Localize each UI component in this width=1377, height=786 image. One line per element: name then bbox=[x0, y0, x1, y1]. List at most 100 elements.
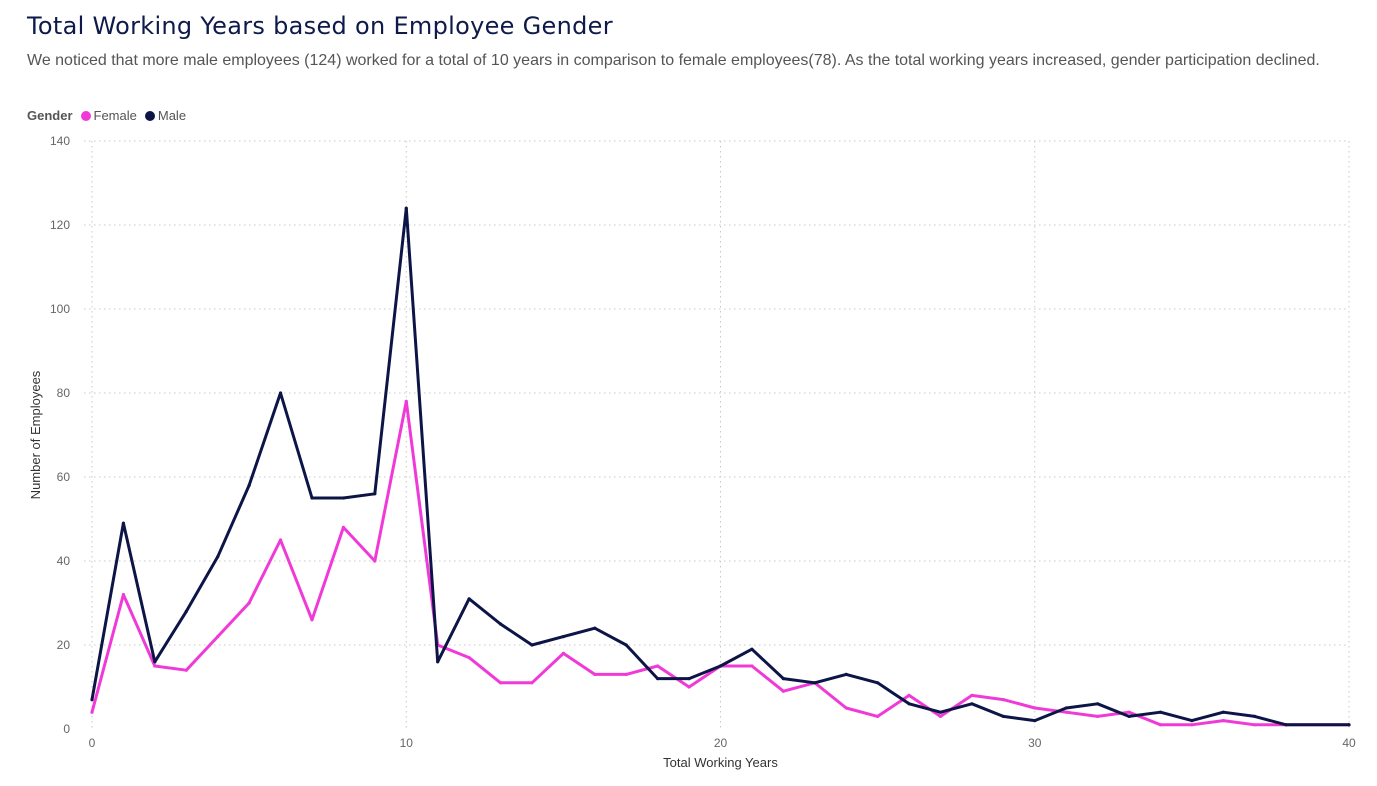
data-point-male[interactable] bbox=[781, 677, 785, 681]
data-point-male[interactable] bbox=[1221, 710, 1225, 714]
data-point-male[interactable] bbox=[341, 496, 345, 500]
data-point-male[interactable] bbox=[876, 681, 880, 685]
data-point-female[interactable] bbox=[247, 601, 251, 605]
legend-title: Gender bbox=[27, 108, 73, 123]
data-point-female[interactable] bbox=[1253, 723, 1257, 727]
data-point-male[interactable] bbox=[561, 635, 565, 639]
data-point-female[interactable] bbox=[781, 689, 785, 693]
data-point-male[interactable] bbox=[90, 698, 94, 702]
data-point-male[interactable] bbox=[498, 622, 503, 626]
data-point-female[interactable] bbox=[561, 651, 565, 656]
data-point-male[interactable] bbox=[750, 647, 754, 651]
data-point-male[interactable] bbox=[404, 206, 408, 210]
data-point-male[interactable] bbox=[907, 702, 911, 706]
y-tick-label: 40 bbox=[57, 554, 71, 568]
data-point-female[interactable] bbox=[1064, 710, 1068, 714]
data-point-male[interactable] bbox=[1033, 719, 1037, 723]
data-point-male[interactable] bbox=[844, 672, 848, 677]
data-point-female[interactable] bbox=[1001, 698, 1005, 702]
data-point-female[interactable] bbox=[1221, 719, 1225, 723]
data-point-female[interactable] bbox=[624, 672, 628, 677]
data-point-male[interactable] bbox=[467, 597, 471, 601]
data-point-male[interactable] bbox=[1064, 706, 1068, 710]
data-point-male[interactable] bbox=[656, 677, 660, 681]
data-point-male[interactable] bbox=[1127, 714, 1131, 719]
data-point-female[interactable] bbox=[1096, 714, 1100, 719]
x-tick-label: 30 bbox=[1028, 736, 1042, 750]
data-point-female[interactable] bbox=[153, 664, 157, 668]
data-point-female[interactable] bbox=[90, 710, 94, 714]
data-point-male[interactable] bbox=[436, 660, 440, 664]
data-point-female[interactable] bbox=[687, 685, 691, 689]
y-tick-label: 100 bbox=[50, 302, 70, 316]
x-tick-label: 10 bbox=[400, 736, 414, 750]
x-tick-label: 0 bbox=[89, 736, 96, 750]
data-point-female[interactable] bbox=[467, 656, 471, 660]
data-point-male[interactable] bbox=[1001, 714, 1005, 719]
legend-item-female[interactable]: Female bbox=[80, 108, 137, 123]
legend-item-male[interactable]: Male bbox=[144, 108, 186, 123]
data-point-female[interactable] bbox=[184, 668, 188, 672]
data-point-male[interactable] bbox=[530, 643, 534, 647]
data-point-female[interactable] bbox=[373, 559, 377, 563]
data-point-female[interactable] bbox=[404, 399, 408, 403]
data-point-male[interactable] bbox=[153, 660, 157, 664]
data-point-female[interactable] bbox=[593, 672, 597, 677]
data-point-female[interactable] bbox=[938, 714, 943, 719]
data-point-male[interactable] bbox=[1190, 719, 1194, 723]
chart-title: Total Working Years based on Employee Ge… bbox=[27, 12, 613, 40]
legend-label-female: Female bbox=[93, 108, 137, 123]
data-point-female[interactable] bbox=[844, 706, 848, 710]
data-point-male[interactable] bbox=[718, 664, 723, 668]
data-point-male[interactable] bbox=[593, 626, 597, 630]
data-point-female[interactable] bbox=[1190, 723, 1194, 727]
data-point-male[interactable] bbox=[970, 702, 974, 706]
data-point-female[interactable] bbox=[876, 714, 880, 719]
x-axis-ticks: 0 10 20 30 40 bbox=[89, 736, 1356, 750]
data-point-male[interactable] bbox=[624, 643, 628, 647]
data-point-female[interactable] bbox=[498, 681, 503, 685]
data-point-male[interactable] bbox=[1096, 702, 1100, 706]
data-point-female[interactable] bbox=[216, 635, 220, 639]
data-point-female[interactable] bbox=[907, 693, 911, 698]
chart-subtitle: We noticed that more male employees (124… bbox=[27, 52, 1320, 69]
data-point-male[interactable] bbox=[310, 496, 314, 500]
legend-swatch-female bbox=[80, 110, 91, 121]
data-point-female[interactable] bbox=[341, 525, 345, 530]
series-line-male[interactable] bbox=[90, 206, 1351, 727]
y-tick-label: 140 bbox=[50, 134, 70, 148]
data-point-male[interactable] bbox=[938, 710, 943, 714]
data-point-male[interactable] bbox=[1347, 723, 1351, 727]
data-point-female[interactable] bbox=[1127, 710, 1131, 714]
data-point-male[interactable] bbox=[1158, 710, 1163, 714]
data-point-male[interactable] bbox=[278, 391, 283, 395]
data-point-female[interactable] bbox=[1033, 706, 1037, 710]
data-point-female[interactable] bbox=[656, 664, 660, 668]
series-lines bbox=[90, 206, 1351, 727]
data-point-female[interactable] bbox=[970, 693, 974, 698]
data-point-female[interactable] bbox=[121, 593, 126, 597]
data-point-female[interactable] bbox=[310, 618, 314, 622]
data-point-male[interactable] bbox=[121, 521, 126, 525]
data-point-female[interactable] bbox=[1158, 723, 1163, 727]
data-point-male[interactable] bbox=[813, 681, 817, 685]
data-point-male[interactable] bbox=[247, 483, 251, 487]
data-point-female[interactable] bbox=[530, 681, 534, 685]
data-point-male[interactable] bbox=[1284, 723, 1288, 727]
y-axis-ticks: 0 20 40 60 80 100 120 140 bbox=[50, 134, 70, 736]
data-point-male[interactable] bbox=[184, 609, 188, 614]
data-point-male[interactable] bbox=[1253, 714, 1257, 719]
legend-swatch-male bbox=[144, 110, 155, 121]
x-tick-label: 20 bbox=[714, 736, 728, 750]
y-tick-label: 0 bbox=[63, 722, 70, 736]
data-point-female[interactable] bbox=[750, 664, 754, 668]
data-point-male[interactable] bbox=[687, 677, 691, 681]
x-tick-label: 40 bbox=[1342, 736, 1356, 750]
y-tick-label: 80 bbox=[57, 386, 71, 400]
data-point-male[interactable] bbox=[373, 492, 377, 496]
series-line-female[interactable] bbox=[90, 399, 1351, 727]
data-point-male[interactable] bbox=[216, 555, 220, 559]
data-point-female[interactable] bbox=[278, 538, 283, 542]
x-axis-label: Total Working Years bbox=[663, 755, 778, 770]
